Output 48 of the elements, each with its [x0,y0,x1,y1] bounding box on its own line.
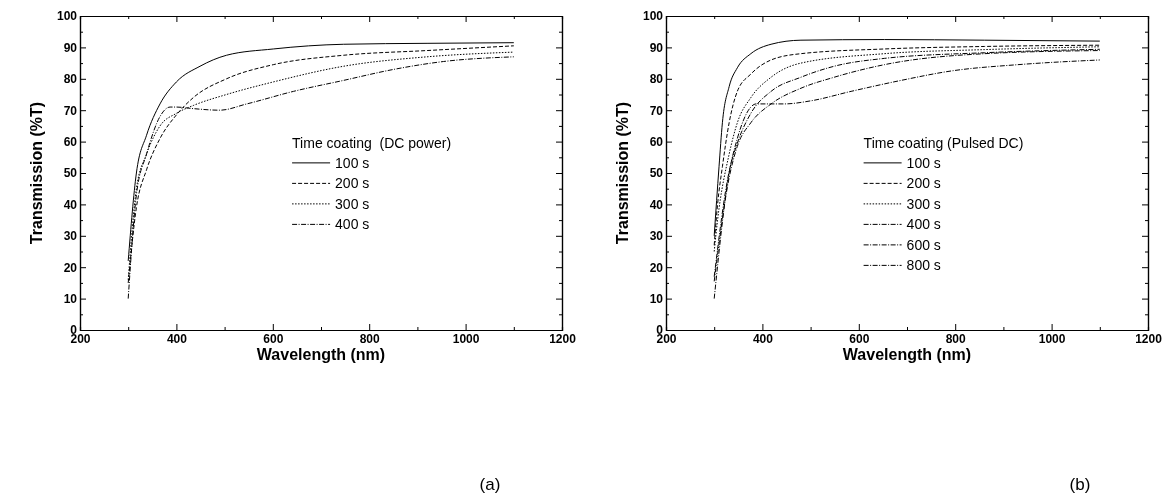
legend-label: 100 s [906,154,941,171]
y-tick-label: 40 [63,197,78,212]
x-tick-label: 600 [263,331,284,346]
x-tick-label: 800 [945,331,967,346]
y-tick-label: 10 [63,291,78,306]
legend-label: 400 s [906,216,941,233]
legend-label: 100 s [335,154,370,171]
legend-label: 200 s [335,175,370,192]
legend-label: 600 s [906,236,941,253]
legend-label: 800 s [906,257,941,274]
y-tick-label: 100 [642,9,664,24]
y-tick-label: 60 [649,134,664,149]
y-tick-label: 30 [63,229,78,244]
legend-title: Time coating (DC power) [292,134,452,151]
x-tick-label: 600 [849,331,870,346]
y-tick-label: 30 [649,229,664,244]
legend-label: 400 s [335,216,370,233]
legend-label: 300 s [906,195,941,212]
y-tick-label: 20 [63,260,78,275]
y-tick-label: 90 [63,40,78,55]
y-tick-label: 80 [63,72,78,87]
x-tick-label: 400 [752,331,774,346]
y-tick-label: 60 [63,134,78,149]
x-tick-label: 1000 [452,331,480,346]
y-tick-label: 50 [63,166,78,181]
y-axis-title: Transmission (%T) [614,101,631,245]
legend-title: Time coating (Pulsed DC) [863,134,1024,151]
x-tick-label: 1000 [1038,331,1066,346]
x-tick-label: 1200 [549,331,577,346]
x-axis-title: Wavelength (nm) [256,346,386,363]
y-tick-label: 50 [649,166,664,181]
y-tick-label: 20 [649,260,664,275]
y-tick-label: 70 [649,103,664,118]
text: (a) [479,475,501,494]
x-tick-label: 1200 [1135,331,1163,346]
y-tick-label: 90 [649,40,664,55]
x-tick-label: 800 [359,331,381,346]
legend-label: 200 s [906,175,941,192]
y-tick-label: 70 [63,103,78,118]
y-tick-label: 10 [649,291,664,306]
text: (b) [1069,475,1091,494]
y-tick-label: 40 [649,197,664,212]
y-tick-label: 80 [649,72,664,87]
y-axis-title: Transmission (%T) [28,101,45,245]
x-axis-title: Wavelength (nm) [842,346,972,363]
x-tick-label: 400 [166,331,188,346]
y-tick-label: 100 [56,9,78,24]
legend-label: 300 s [335,195,370,212]
